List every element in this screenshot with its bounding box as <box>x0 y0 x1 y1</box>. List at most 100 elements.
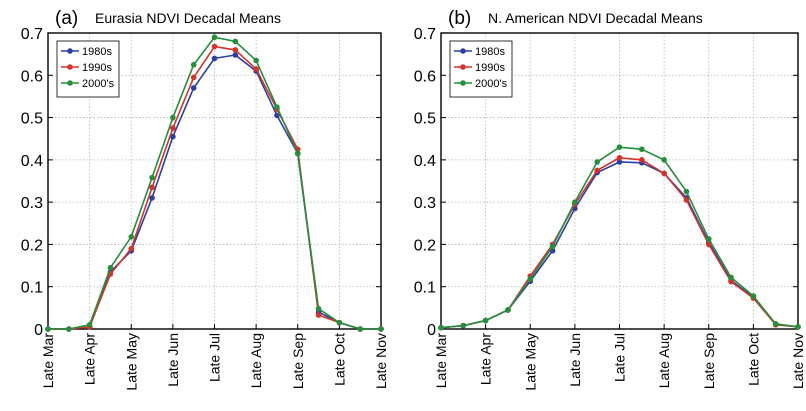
data-point <box>294 150 301 157</box>
data-point <box>728 278 734 285</box>
data-point <box>149 195 155 201</box>
x-tick-label: Late Oct <box>331 333 347 386</box>
legend-marker <box>67 64 73 70</box>
legend-entry: 2000's <box>82 78 115 90</box>
x-tick-label: Late Jun <box>165 333 181 387</box>
panel-label: (a) <box>55 8 78 29</box>
x-tick-label: Late Mar <box>433 333 449 389</box>
legend-entry: 1990s <box>82 62 112 74</box>
x-tick-label: Late Oct <box>745 333 761 386</box>
data-point <box>274 104 280 110</box>
data-point <box>253 66 259 72</box>
y-tick-label: 0.7 <box>21 26 43 43</box>
data-point <box>482 317 489 324</box>
data-point <box>378 326 384 332</box>
x-tick-label: Late Nov <box>373 333 389 389</box>
chart-title: N. American NDVI Decadal Means <box>488 10 703 26</box>
y-tick-label: 0.2 <box>414 237 436 254</box>
x-tick-label: Late Jul <box>612 333 628 382</box>
data-point <box>336 319 343 326</box>
y-tick-label: 0.4 <box>414 153 436 170</box>
x-tick-label: Late May <box>123 333 139 391</box>
data-point <box>211 55 218 62</box>
y-tick-label: 0 <box>427 322 436 339</box>
y-tick-label: 0.1 <box>21 280 43 297</box>
legend-marker <box>67 80 73 86</box>
data-point <box>661 170 667 177</box>
x-tick-label: Late Jun <box>567 333 583 387</box>
chart-panel-1: 0 0.1 0.2 0.3 0.4 0.5 0.6 0.7 Late Mar Late Apr La… <box>21 8 389 391</box>
data-point <box>170 125 176 131</box>
x-tick-label: Late Sep <box>701 333 717 389</box>
data-point <box>772 321 779 327</box>
y-tick-label: 0.3 <box>21 195 43 212</box>
data-point <box>190 61 197 68</box>
data-point <box>460 322 467 329</box>
data-point <box>315 305 322 312</box>
data-point <box>683 188 690 195</box>
data-point <box>253 57 259 64</box>
data-point <box>211 34 218 41</box>
data-point <box>45 326 51 332</box>
legend-entry: 1990s <box>475 62 505 74</box>
y-tick-label: 0.6 <box>414 68 436 85</box>
series-line <box>440 156 799 329</box>
data-point <box>211 43 218 50</box>
data-point <box>705 241 712 248</box>
data-point <box>616 154 623 161</box>
data-point <box>795 324 801 330</box>
x-tick-label: Late Sep <box>290 333 306 389</box>
data-point <box>505 307 511 313</box>
data-point <box>594 167 600 174</box>
y-tick-label: 0.3 <box>414 195 436 212</box>
legend-marker <box>67 48 73 54</box>
x-tick-label: Late Aug <box>248 333 264 388</box>
data-point <box>128 234 135 240</box>
y-tick-label: 0 <box>34 322 43 339</box>
y-tick-label: 0.5 <box>414 111 436 128</box>
chart-title: Eurasia NDVI Decadal Means <box>95 10 281 26</box>
data-point <box>616 159 623 165</box>
data-point <box>128 245 135 252</box>
data-point <box>750 293 757 299</box>
y-tick-label: 0.2 <box>21 237 43 254</box>
legend-entry: 2000's <box>475 78 508 90</box>
data-point <box>232 47 239 53</box>
x-tick-label: Late Jul <box>207 333 223 382</box>
data-point <box>549 243 556 250</box>
x-tick-label: Late Apr <box>82 333 98 385</box>
data-point <box>66 326 72 332</box>
data-point <box>170 133 176 140</box>
x-tick-label: Late Mar <box>40 333 56 389</box>
y-tick-label: 0.7 <box>414 26 436 43</box>
legend-marker <box>460 80 466 86</box>
data-point <box>438 324 444 331</box>
legend-marker <box>460 48 466 54</box>
legend-entry: 1980s <box>82 46 112 58</box>
data-point <box>572 199 578 205</box>
legend-entry: 1980s <box>475 46 505 58</box>
data-point <box>639 146 645 153</box>
data-point <box>190 85 197 91</box>
data-point <box>728 274 734 281</box>
data-point <box>683 197 690 203</box>
data-point <box>232 38 239 45</box>
x-tick-label: Late Nov <box>790 333 806 389</box>
y-tick-label: 0.1 <box>414 280 436 297</box>
data-point <box>594 159 600 165</box>
data-point <box>661 157 667 163</box>
data-point <box>315 312 322 318</box>
data-point <box>705 236 712 242</box>
data-point <box>357 326 363 332</box>
data-point <box>107 264 114 271</box>
data-point <box>232 52 239 58</box>
data-point <box>639 157 645 163</box>
data-point <box>170 114 176 121</box>
x-tick-label: Late May <box>522 333 538 391</box>
data-point <box>616 144 623 150</box>
x-tick-label: Late Aug <box>656 333 672 388</box>
y-tick-label: 0.6 <box>21 68 43 85</box>
data-point <box>527 276 534 282</box>
